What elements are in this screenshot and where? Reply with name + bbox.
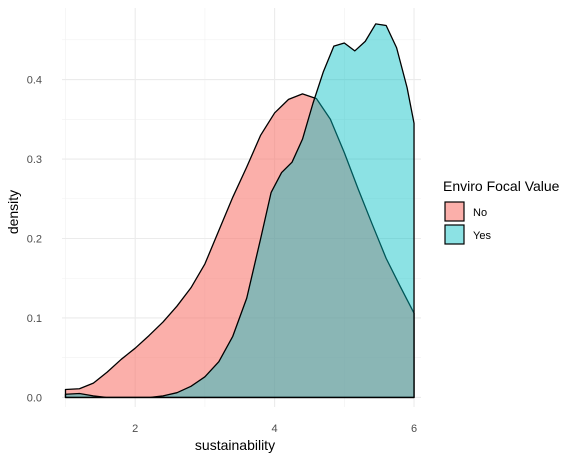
- x-tick-label: 4: [272, 423, 278, 435]
- legend-item-no: No: [444, 201, 487, 222]
- x-tick-label: 2: [132, 423, 138, 435]
- density-area-yes: [64, 23, 415, 399]
- legend-label: Yes: [473, 230, 491, 242]
- legend-label: No: [473, 207, 487, 219]
- y-tick-label: 0.3: [27, 154, 42, 166]
- x-tick-label: 6: [411, 423, 417, 435]
- density-areas: [64, 23, 415, 399]
- y-tick-label: 0.1: [27, 313, 42, 325]
- legend-key-swatch: [444, 224, 465, 245]
- x-axis-tick-labels: 2 4 6: [132, 423, 417, 435]
- y-axis-tick-labels: 0.0 0.1 0.2 0.3 0.4: [27, 75, 42, 405]
- x-axis-title: sustainability: [195, 437, 275, 453]
- legend: Enviro Focal Value No Yes: [443, 178, 560, 245]
- legend-key-background: [444, 224, 465, 245]
- legend-title: Enviro Focal Value: [443, 178, 560, 194]
- legend-key-swatch: [444, 201, 465, 222]
- density-area-no: [64, 93, 415, 399]
- y-tick-label: 0.0: [27, 392, 42, 404]
- legend-items: No Yes: [444, 201, 491, 245]
- y-tick-label: 0.2: [27, 233, 42, 245]
- y-axis-title: density: [5, 190, 21, 234]
- legend-item-yes: Yes: [444, 224, 491, 245]
- y-tick-label: 0.4: [27, 75, 42, 87]
